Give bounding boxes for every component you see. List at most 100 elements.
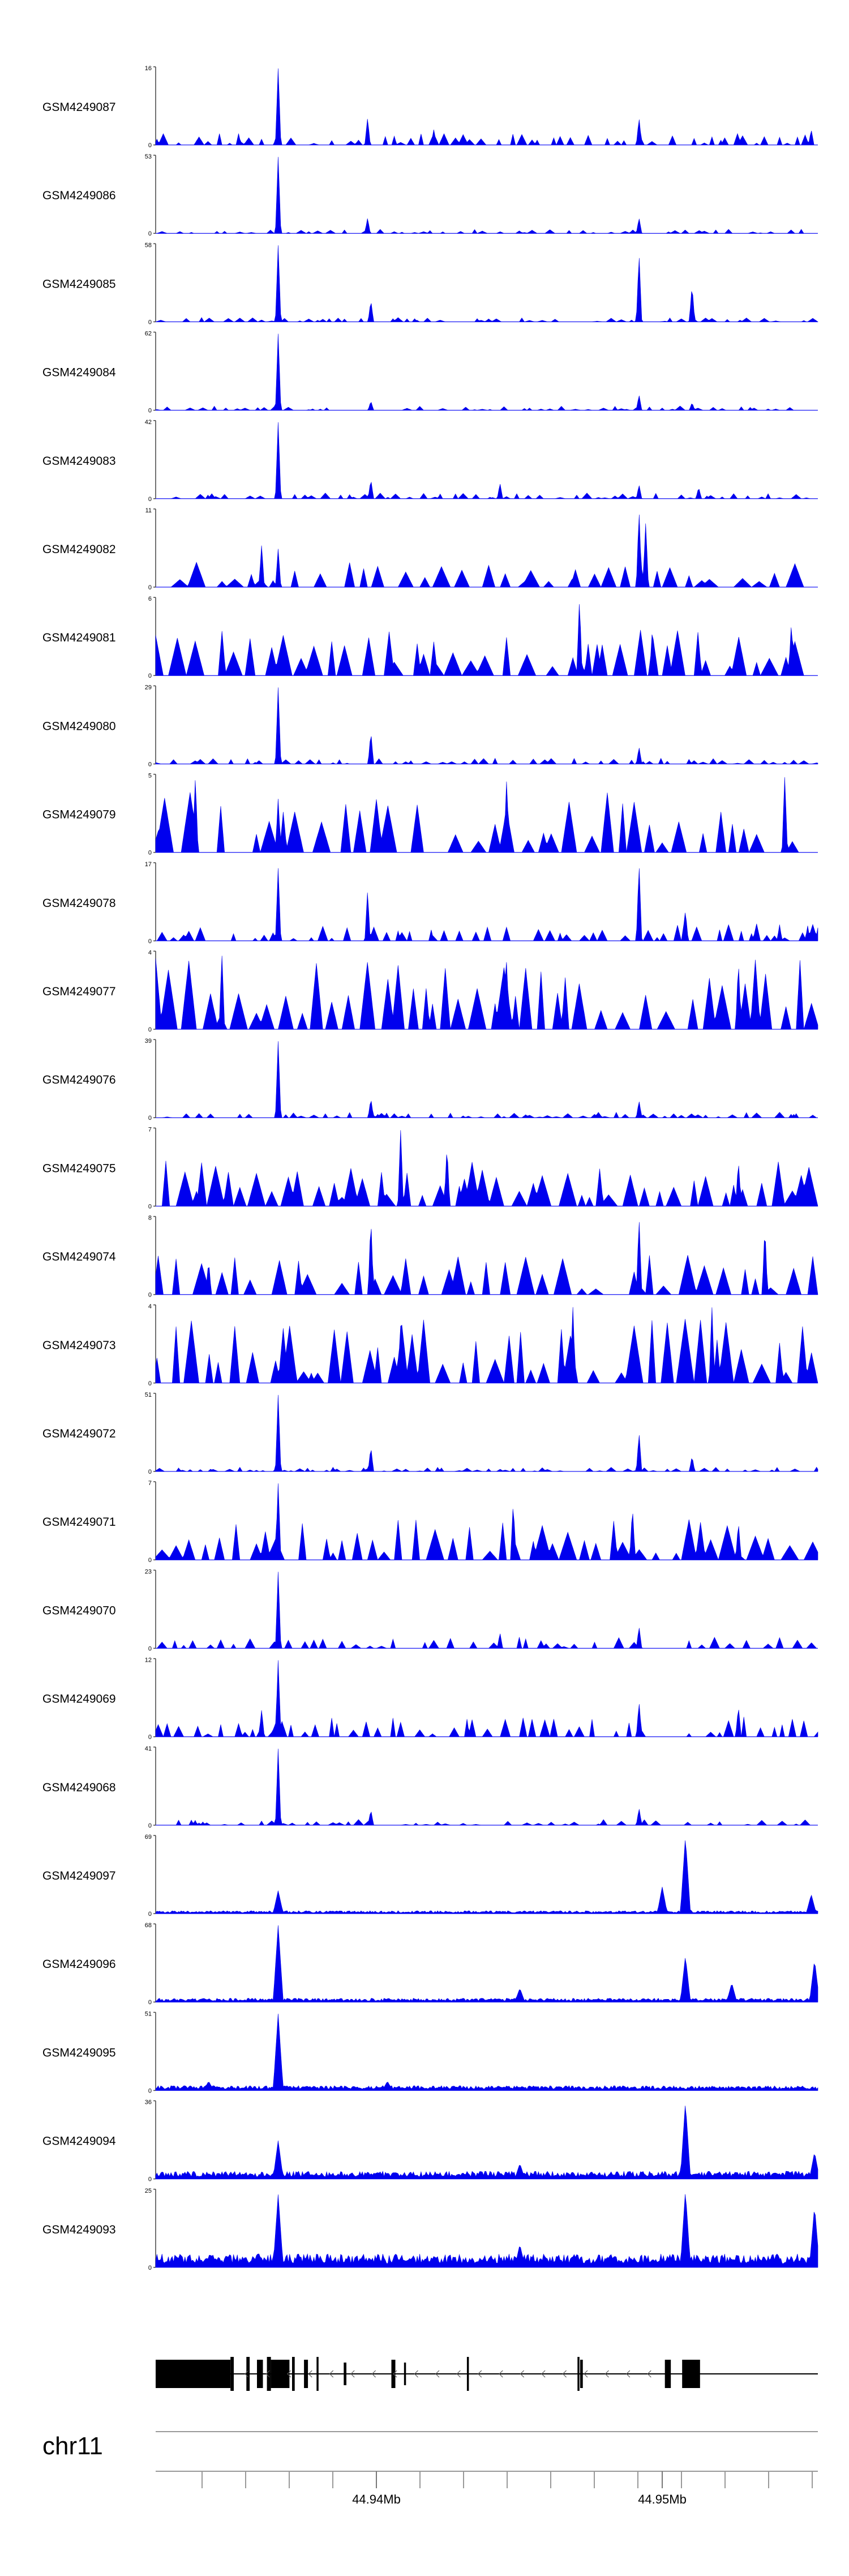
track-ymin-label: 0 — [148, 2176, 152, 2183]
track-ymin-label: 0 — [148, 761, 152, 768]
track-signal-area — [155, 2013, 818, 2091]
track-label: GSM4249075 — [42, 1162, 116, 1175]
track-label: GSM4249070 — [42, 1604, 116, 1617]
track-GSM4249078: GSM4249078 17 0 — [42, 861, 818, 945]
strand-arrow — [393, 2370, 397, 2378]
track-label: GSM4249076 — [42, 1073, 116, 1086]
track-GSM4249076: GSM4249076 39 0 — [42, 1038, 818, 1122]
track-ymax-label: 41 — [145, 1745, 152, 1752]
track-ymax-label: 12 — [145, 1657, 152, 1664]
gene-exon — [267, 2357, 271, 2391]
gene-exons — [156, 2357, 700, 2391]
tick-label-44.95: 44.95Mb — [638, 2492, 687, 2506]
track-signal-area — [155, 1222, 818, 1295]
track-label: GSM4249074 — [42, 1251, 116, 1264]
track-GSM4249085: GSM4249085 58 0 — [42, 242, 818, 326]
track-ymax-label: 51 — [145, 1392, 152, 1398]
track-ymin-label: 0 — [148, 1645, 152, 1652]
track-signal-area — [156, 868, 818, 942]
track-GSM4249068: GSM4249068 41 0 — [42, 1745, 818, 1829]
track-GSM4249069: GSM4249069 12 0 — [42, 1657, 818, 1741]
track-ymax-label: 4 — [148, 949, 152, 956]
track-ymax-label: 53 — [145, 153, 152, 160]
strand-arrow — [308, 2370, 312, 2378]
track-ymin-label: 0 — [148, 1469, 152, 1475]
track-ymin-label: 0 — [148, 2265, 152, 2271]
track-GSM4249070: GSM4249070 23 0 — [42, 1568, 818, 1652]
track-label: GSM4249084 — [42, 366, 116, 379]
track-ymax-label: 11 — [145, 507, 152, 514]
track-signal-area — [155, 1483, 818, 1561]
track-GSM4249071: GSM4249071 7 0 — [42, 1480, 818, 1564]
gene-model-track — [156, 2357, 818, 2391]
track-label: GSM4249087 — [42, 101, 116, 114]
tick-label-44.94: 44.94Mb — [352, 2492, 401, 2506]
strand-arrow — [626, 2370, 631, 2378]
track-label: GSM4249081 — [42, 631, 116, 644]
track-ymax-label: 8 — [148, 1215, 152, 1222]
track-label: GSM4249068 — [42, 1781, 116, 1794]
track-ymin-label: 0 — [148, 1734, 152, 1741]
strand-arrows — [245, 2370, 651, 2378]
strand-arrow — [371, 2370, 376, 2378]
track-signal-area — [156, 422, 818, 499]
track-signal-area — [155, 1394, 818, 1472]
gene-exon — [577, 2357, 580, 2391]
track-label: GSM4249094 — [42, 2135, 116, 2148]
track-ymin-label: 0 — [148, 1115, 152, 1122]
track-label: GSM4249072 — [42, 1427, 116, 1440]
strand-arrow — [265, 2370, 270, 2378]
track-ymax-label: 5 — [148, 773, 152, 780]
track-ymax-label: 4 — [148, 1303, 152, 1310]
strand-arrow — [604, 2370, 609, 2378]
gene-exon — [404, 2363, 406, 2385]
strand-arrow — [647, 2370, 651, 2378]
track-signal-area — [155, 333, 818, 411]
axis-ticks — [201, 2471, 813, 2488]
track-GSM4249074: GSM4249074 8 0 — [42, 1215, 818, 1299]
track-label: GSM4249086 — [42, 189, 116, 202]
track-signal-area — [155, 2194, 818, 2268]
track-ymin-label: 0 — [148, 1557, 152, 1564]
track-ymax-label: 62 — [145, 331, 152, 337]
track-ymin-label: 0 — [148, 584, 152, 591]
gene-exon — [230, 2357, 234, 2391]
track-signal-area — [155, 777, 818, 853]
track-label: GSM4249077 — [42, 985, 116, 998]
gene-exon — [257, 2360, 263, 2388]
track-label: GSM4249083 — [42, 455, 116, 468]
gene-exon — [316, 2357, 319, 2391]
track-ymax-label: 68 — [145, 1922, 152, 1929]
track-ymax-label: 7 — [148, 1126, 152, 1133]
gene-exon — [682, 2360, 700, 2388]
track-ymin-label: 0 — [148, 938, 152, 945]
track-ymax-label: 6 — [148, 596, 152, 602]
strand-arrow — [584, 2370, 588, 2378]
strand-arrow — [520, 2370, 525, 2378]
track-ymin-label: 0 — [148, 2087, 152, 2094]
track-ymin-label: 0 — [148, 142, 152, 149]
track-GSM4249082: GSM4249082 11 0 — [42, 507, 818, 591]
track-label: GSM4249082 — [42, 543, 116, 556]
track-signal-area — [156, 1130, 818, 1207]
track-signal-area — [155, 2106, 818, 2179]
track-label: GSM4249097 — [42, 1869, 116, 1882]
track-GSM4249097: GSM4249097 69 0 — [42, 1834, 818, 1918]
strand-arrow — [435, 2370, 440, 2378]
gene-exon — [304, 2360, 308, 2388]
track-GSM4249084: GSM4249084 62 0 — [42, 331, 818, 414]
track-ymin-label: 0 — [148, 850, 152, 857]
gene-exon — [156, 2360, 231, 2388]
track-GSM4249073: GSM4249073 4 0 — [42, 1303, 818, 1387]
track-ymin-label: 0 — [148, 319, 152, 326]
track-ymax-label: 58 — [145, 242, 152, 249]
track-signal-area — [155, 1840, 818, 1914]
genome-axis: chr11 44.94Mb 44.95Mb — [42, 2431, 818, 2506]
track-signal-area — [155, 1307, 818, 1384]
track-ymax-label: 51 — [145, 2010, 152, 2017]
track-ymax-label: 36 — [145, 2099, 152, 2106]
strand-arrow — [286, 2370, 291, 2378]
track-GSM4249096: GSM4249096 68 0 — [42, 1922, 818, 2006]
track-signal-area — [156, 1572, 818, 1649]
